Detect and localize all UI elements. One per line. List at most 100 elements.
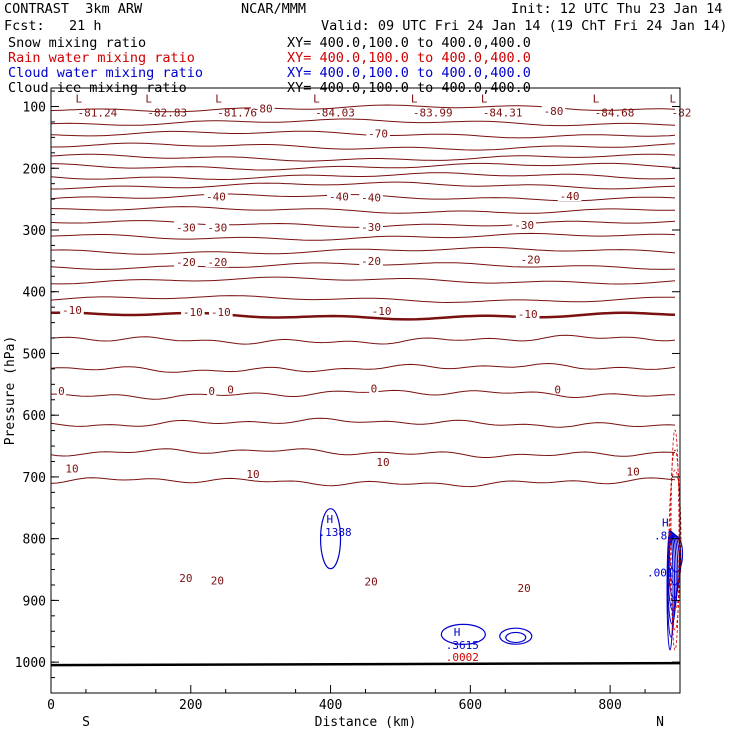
y-tick-label: 100	[23, 101, 46, 116]
maximum-value: .1388	[319, 526, 352, 539]
isotherm-label: 10	[627, 465, 640, 478]
minimum-symbol: L	[145, 93, 152, 106]
maximum-symbol: H	[327, 513, 334, 526]
isotherm-label-bg	[174, 221, 198, 233]
isotherm-label: -10	[183, 306, 203, 319]
isotherm-label: -40	[206, 191, 226, 204]
minimum-symbol: L	[75, 93, 82, 106]
isotherm-label: -40	[560, 190, 580, 203]
x-tick-label: 400	[319, 698, 342, 713]
maximum-value: .83	[654, 529, 674, 542]
minimum-symbol: L	[593, 93, 600, 106]
isotherm-label: 10	[246, 468, 259, 481]
isotherm-label-bg	[327, 190, 351, 202]
minimum-value: -84.31	[483, 107, 523, 120]
isotherm--20	[50, 246, 676, 255]
maximum-value: .001	[647, 566, 674, 579]
isotherm-label: -10	[62, 304, 82, 317]
minimum-value: -84.68	[595, 107, 635, 120]
isotherm--55	[50, 162, 676, 171]
isotherm--60	[50, 153, 676, 162]
x-tick-label: 200	[179, 698, 202, 713]
isotherm-label: 20	[518, 582, 531, 595]
isotherm-label-bg	[207, 385, 217, 397]
isotherm-label-bg	[204, 190, 228, 202]
model-title: CONTRAST 3km ARW	[4, 1, 143, 17]
isotherm-label: -10	[518, 308, 538, 321]
isotherm--25	[50, 232, 676, 241]
isotherm-label-bg	[177, 572, 195, 584]
isotherm--45	[51, 181, 676, 190]
init-time: Init: 12 UTC Thu 23 Jan 14	[511, 1, 723, 17]
isotherm-label: -40	[361, 191, 381, 204]
y-tick-label: 700	[23, 471, 46, 486]
y-tick-label: 900	[23, 594, 46, 609]
isotherm-label-bg	[60, 304, 84, 316]
isotherm-label: -20	[207, 256, 227, 269]
isotherm-5	[50, 334, 676, 345]
isotherm--80	[50, 104, 676, 113]
x-tick-label: 600	[459, 698, 482, 713]
minimum-symbol: L	[670, 93, 677, 106]
isotherm-label: -10	[372, 305, 392, 318]
y-tick-label: 400	[23, 286, 46, 301]
isotherm-label-bg	[63, 462, 81, 474]
isotherm-layer	[50, 104, 676, 488]
isotherm-label: 20	[364, 575, 377, 588]
isotherm-label-bg	[515, 307, 540, 319]
y-tick-label: 800	[23, 533, 46, 548]
legend-rain-xy: XY= 400.0,100.0 to 400.0,400.0	[287, 50, 531, 66]
y-axis-label: Pressure (hPa)	[3, 336, 18, 446]
isotherm-label-bg	[209, 306, 233, 318]
isotherm-label-bg	[553, 383, 563, 395]
minimum-symbol: L	[411, 93, 418, 106]
isotherm-label-bg	[205, 221, 230, 233]
legend-rain-label: Rain water mixing ratio	[8, 50, 195, 66]
isotherm-label: -30	[207, 222, 227, 235]
y-tick-label: 300	[23, 224, 46, 239]
minimum-value: -83.99	[413, 107, 453, 120]
isotherm--70	[50, 130, 676, 139]
isotherm-label-bg	[518, 253, 543, 265]
isotherm-label-bg	[624, 465, 642, 477]
forecast-hour: Fcst: 21 h	[4, 18, 102, 34]
isotherm--35	[51, 206, 676, 214]
minimum-symbol: L	[313, 93, 320, 106]
maximum-value: .0002	[446, 651, 479, 664]
y-tick-label: 1000	[15, 656, 46, 671]
isotherm-label-bg	[359, 220, 383, 232]
y-tick-label: 200	[23, 162, 46, 177]
legend-cloud-water-xy: XY= 400.0,100.0 to 400.0,400.0	[287, 65, 531, 81]
isotherm-label-bg	[515, 582, 533, 594]
x-axis-label: Distance (km)	[315, 715, 417, 730]
isotherm-label: 10	[65, 462, 78, 475]
minimum-value: -82	[672, 107, 692, 120]
y-tick-label: 600	[23, 409, 46, 424]
isotherm-label-bg	[181, 306, 205, 318]
isotherm-label-bg	[174, 256, 198, 268]
isotherm-label: -20	[176, 256, 196, 269]
rain-contour-right	[670, 429, 680, 651]
cloud-contour	[499, 627, 533, 645]
isotherm-label: -70	[368, 128, 388, 141]
isotherm--10	[50, 276, 676, 285]
isotherm-label: 0	[208, 385, 215, 398]
isotherm-label-bg	[250, 102, 275, 114]
x-tick-label: 800	[598, 698, 621, 713]
cloud-contour	[319, 508, 342, 570]
isotherm-label-bg	[205, 256, 230, 268]
ground-line	[50, 661, 681, 667]
isotherm-label: 20	[179, 572, 192, 585]
north-label: N	[656, 715, 664, 730]
y-tick-label: 500	[23, 347, 46, 362]
isotherm-label-bg	[557, 190, 582, 202]
isotherm-label-bg	[369, 382, 379, 394]
isotherm-label: 20	[211, 575, 224, 588]
isotherm--50	[50, 172, 676, 180]
isotherm-label: -10	[211, 306, 231, 319]
isotherm-label: -30	[514, 219, 534, 232]
isotherm-label: 0	[58, 385, 65, 398]
isotherm-25	[50, 448, 676, 458]
isotherm-label: -80	[253, 102, 273, 115]
